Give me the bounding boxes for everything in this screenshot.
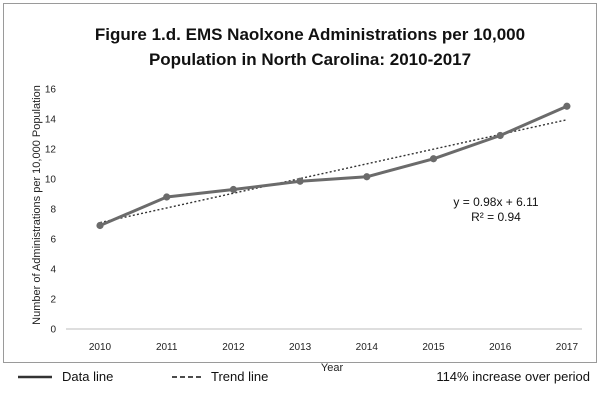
y-tick-label: 4 xyxy=(50,265,56,276)
data-point xyxy=(496,131,504,140)
x-tick-label: 2013 xyxy=(289,342,312,353)
y-tick-label: 16 xyxy=(45,85,57,96)
data-points xyxy=(96,102,571,230)
x-tick-label: 2014 xyxy=(356,342,379,353)
chart-title: Figure 1.d. EMS Naolxone Administrations… xyxy=(20,22,600,72)
x-tick-label: 2017 xyxy=(556,342,579,353)
data-point xyxy=(563,102,571,110)
legend-trend-line-label: Trend line xyxy=(211,369,269,384)
x-axis-ticks: 2010 2011 2012 2013 2014 2015 2016 2017 xyxy=(89,342,579,353)
chart-title-line-2: Population in North Carolina: 2010-2017 xyxy=(148,50,472,69)
x-tick-label: 2015 xyxy=(422,342,445,353)
y-tick-label: 8 xyxy=(50,205,56,216)
x-tick-label: 2016 xyxy=(489,342,512,353)
y-tick-label: 10 xyxy=(45,175,57,186)
legend-data-line-label: Data line xyxy=(62,369,114,384)
data-point xyxy=(429,155,438,163)
x-tick-label: 2011 xyxy=(156,342,178,353)
data-point xyxy=(229,185,237,194)
x-tick-label: 2012 xyxy=(222,342,245,353)
y-tick-label: 0 xyxy=(50,325,56,336)
x-tick-label: 2010 xyxy=(89,342,112,353)
y-tick-label: 12 xyxy=(45,145,57,156)
chart-frame xyxy=(3,3,597,363)
y-tick-label: 14 xyxy=(45,115,57,126)
data-point xyxy=(96,221,104,230)
y-tick-label: 6 xyxy=(50,235,56,246)
trend-equation: y = 0.98x + 6.11 xyxy=(453,195,538,209)
data-line xyxy=(99,104,568,227)
y-axis-title: Number of Administrations per 10,000 Pop… xyxy=(31,85,43,325)
x-axis-title: Year xyxy=(321,362,344,374)
increase-note: 114% increase over period xyxy=(436,369,590,384)
chart-title-line-1: Figure 1.d. EMS Naolxone Administrations… xyxy=(94,25,526,44)
data-point xyxy=(296,177,304,185)
data-point xyxy=(363,173,371,181)
trend-r-squared: R² = 0.94 xyxy=(471,210,521,224)
y-tick-label: 2 xyxy=(50,295,56,306)
data-point xyxy=(163,193,171,201)
y-axis-ticks: 0 2 4 6 8 10 12 14 16 xyxy=(45,85,57,336)
